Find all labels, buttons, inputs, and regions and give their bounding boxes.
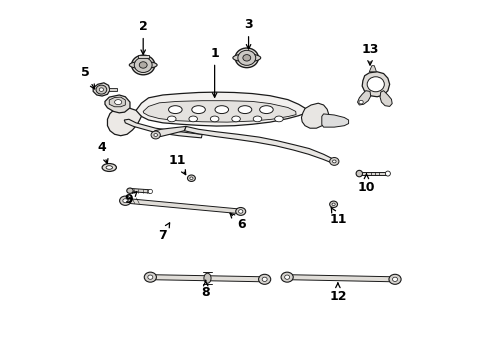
Polygon shape	[130, 188, 150, 193]
Text: 1: 1	[210, 47, 219, 97]
Polygon shape	[358, 91, 371, 105]
Polygon shape	[322, 114, 348, 127]
Polygon shape	[109, 97, 125, 107]
Ellipse shape	[168, 116, 176, 122]
Text: 11: 11	[169, 154, 186, 175]
Text: 9: 9	[124, 192, 137, 206]
Ellipse shape	[120, 196, 131, 205]
Text: 10: 10	[358, 174, 375, 194]
Text: 8: 8	[201, 280, 210, 299]
Ellipse shape	[236, 207, 245, 215]
Polygon shape	[136, 92, 306, 126]
Ellipse shape	[115, 100, 122, 105]
Polygon shape	[124, 119, 202, 138]
Ellipse shape	[215, 106, 228, 113]
Ellipse shape	[356, 170, 363, 177]
Text: 11: 11	[329, 207, 346, 226]
Ellipse shape	[333, 160, 336, 163]
Ellipse shape	[144, 272, 156, 282]
Text: 3: 3	[244, 18, 253, 49]
Polygon shape	[107, 107, 142, 136]
Ellipse shape	[260, 106, 273, 113]
Ellipse shape	[106, 166, 113, 169]
Ellipse shape	[129, 62, 157, 68]
Ellipse shape	[235, 48, 258, 68]
Text: 13: 13	[361, 43, 379, 65]
Polygon shape	[105, 95, 130, 113]
Polygon shape	[359, 172, 388, 175]
Ellipse shape	[330, 157, 339, 165]
Ellipse shape	[285, 275, 290, 279]
Ellipse shape	[148, 189, 152, 194]
Ellipse shape	[239, 210, 243, 213]
Polygon shape	[380, 91, 392, 107]
Ellipse shape	[359, 100, 363, 104]
Ellipse shape	[238, 50, 256, 65]
Ellipse shape	[151, 131, 160, 139]
Polygon shape	[153, 126, 186, 137]
Text: 12: 12	[329, 283, 346, 303]
Ellipse shape	[275, 116, 283, 122]
Ellipse shape	[392, 277, 397, 282]
Polygon shape	[184, 126, 334, 163]
Ellipse shape	[139, 62, 147, 68]
Ellipse shape	[188, 175, 196, 181]
Ellipse shape	[169, 106, 182, 113]
Ellipse shape	[204, 273, 211, 283]
Polygon shape	[287, 275, 395, 282]
Ellipse shape	[210, 116, 219, 122]
Ellipse shape	[389, 274, 401, 284]
Ellipse shape	[192, 106, 205, 113]
Ellipse shape	[127, 188, 133, 193]
Polygon shape	[125, 198, 241, 214]
Polygon shape	[143, 101, 296, 122]
Ellipse shape	[123, 199, 128, 203]
Text: 5: 5	[80, 66, 95, 89]
Polygon shape	[362, 72, 390, 97]
Polygon shape	[369, 66, 376, 72]
Polygon shape	[109, 88, 117, 91]
Ellipse shape	[132, 55, 155, 75]
Ellipse shape	[332, 203, 335, 206]
Ellipse shape	[154, 134, 157, 136]
Text: 7: 7	[158, 223, 170, 242]
Ellipse shape	[232, 116, 241, 122]
Text: 4: 4	[98, 141, 108, 163]
Ellipse shape	[330, 201, 338, 207]
Text: 2: 2	[139, 20, 147, 54]
Polygon shape	[301, 103, 329, 128]
Ellipse shape	[189, 116, 197, 122]
Text: 6: 6	[230, 213, 246, 231]
Polygon shape	[93, 83, 110, 96]
Ellipse shape	[134, 58, 152, 72]
Ellipse shape	[238, 106, 252, 113]
Polygon shape	[138, 55, 148, 58]
Ellipse shape	[96, 85, 107, 94]
Ellipse shape	[102, 163, 117, 171]
Ellipse shape	[386, 171, 391, 176]
Ellipse shape	[262, 277, 267, 282]
Ellipse shape	[253, 116, 262, 122]
Ellipse shape	[243, 55, 251, 61]
Ellipse shape	[190, 177, 193, 180]
Ellipse shape	[99, 88, 103, 91]
Ellipse shape	[148, 275, 153, 279]
Ellipse shape	[367, 77, 384, 92]
Ellipse shape	[259, 274, 270, 284]
Polygon shape	[150, 275, 265, 282]
Ellipse shape	[233, 54, 261, 62]
Ellipse shape	[281, 272, 293, 282]
